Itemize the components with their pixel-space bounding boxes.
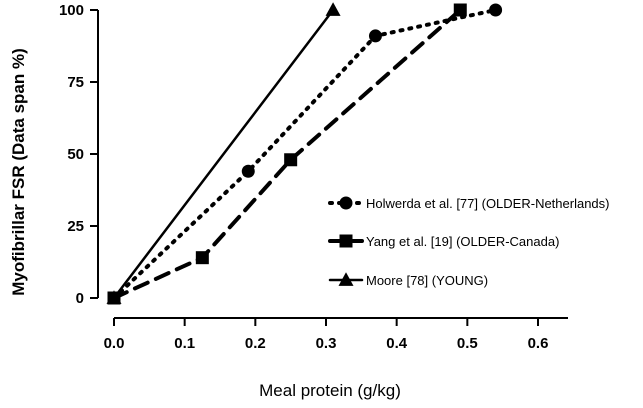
data-point-circle — [241, 164, 255, 178]
legend-marker-square — [339, 234, 353, 248]
y-tick-label: 50 — [67, 146, 84, 163]
series-layer — [106, 2, 503, 305]
legend-label: Yang et al. [19] (OLDER-Canada) — [366, 234, 559, 249]
data-point-square — [453, 3, 467, 17]
y-tick-label: 0 — [76, 290, 84, 307]
x-tick-label: 0.6 — [528, 335, 549, 352]
x-tick-label: 0.4 — [386, 335, 408, 352]
data-point-square — [195, 251, 209, 265]
x-tick-label: 0.3 — [316, 335, 337, 352]
legend-label: Holwerda et al. [77] (OLDER-Netherlands) — [366, 196, 610, 211]
data-point-square — [284, 153, 298, 167]
axes: 0 25 50 75 100 0.0 0.1 0.2 0.3 0.4 0.5 0.6 Meal prot… — [9, 2, 568, 400]
legend: Holwerda et al. [77] (OLDER-Netherlands)… — [328, 196, 610, 288]
x-axis-title: Meal protein (g/kg) — [259, 381, 401, 400]
y-tick-label: 25 — [67, 218, 84, 235]
data-point-triangle — [325, 2, 341, 16]
x-tick-label: 0.5 — [457, 335, 478, 352]
legend-label: Moore [78] (YOUNG) — [366, 273, 488, 288]
data-point-circle — [368, 29, 382, 43]
y-tick-label: 100 — [59, 2, 84, 19]
series-square — [107, 3, 467, 305]
series-triangle — [106, 2, 341, 304]
x-tick-label: 0.0 — [104, 335, 125, 352]
data-point-triangle — [106, 290, 122, 304]
legend-marker-circle — [339, 196, 353, 210]
y-axis-title: Myofibrillar FSR (Data span %) — [9, 48, 28, 295]
data-point-circle — [489, 3, 503, 17]
y-tick-label: 75 — [67, 74, 84, 91]
x-tick-label: 0.2 — [245, 335, 266, 352]
series-line-triangle — [112, 8, 335, 300]
series-line-square — [112, 8, 463, 300]
legend-marker-triangle — [338, 272, 354, 286]
series-line-circle — [112, 8, 498, 300]
x-tick-label: 0.1 — [174, 335, 195, 352]
